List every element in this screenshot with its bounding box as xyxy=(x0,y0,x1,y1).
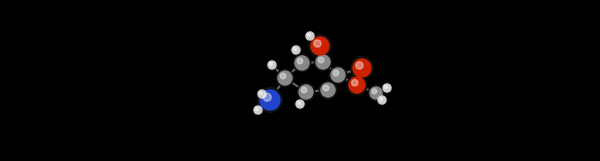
Circle shape xyxy=(379,97,382,100)
Circle shape xyxy=(278,71,292,85)
Circle shape xyxy=(295,56,309,70)
Circle shape xyxy=(333,70,339,76)
Circle shape xyxy=(276,69,294,87)
Circle shape xyxy=(318,57,324,63)
Circle shape xyxy=(292,46,300,54)
Circle shape xyxy=(316,55,330,69)
Circle shape xyxy=(269,62,272,66)
Circle shape xyxy=(349,77,365,93)
Circle shape xyxy=(257,89,267,99)
Circle shape xyxy=(257,87,283,113)
Circle shape xyxy=(260,90,280,110)
Circle shape xyxy=(356,62,363,69)
Circle shape xyxy=(323,85,329,91)
Circle shape xyxy=(314,53,332,71)
Circle shape xyxy=(253,105,263,115)
Circle shape xyxy=(306,32,314,40)
Circle shape xyxy=(384,85,388,89)
Circle shape xyxy=(377,95,387,105)
Circle shape xyxy=(329,66,347,84)
Circle shape xyxy=(267,60,277,70)
Circle shape xyxy=(280,73,286,79)
Circle shape xyxy=(331,68,345,82)
Circle shape xyxy=(307,33,310,37)
Circle shape xyxy=(293,47,296,51)
Circle shape xyxy=(368,85,383,100)
Circle shape xyxy=(311,37,329,55)
Circle shape xyxy=(301,87,307,93)
Circle shape xyxy=(291,45,301,55)
Circle shape xyxy=(372,89,377,94)
Circle shape xyxy=(296,100,304,108)
Circle shape xyxy=(259,91,262,95)
Circle shape xyxy=(305,31,315,41)
Circle shape xyxy=(314,40,321,47)
Circle shape xyxy=(383,84,391,92)
Circle shape xyxy=(293,54,311,72)
Circle shape xyxy=(321,83,335,97)
Circle shape xyxy=(309,35,331,57)
Circle shape xyxy=(352,80,358,86)
Circle shape xyxy=(297,101,301,104)
Circle shape xyxy=(297,58,303,64)
Circle shape xyxy=(370,87,382,99)
Circle shape xyxy=(255,107,259,110)
Circle shape xyxy=(378,96,386,104)
Circle shape xyxy=(268,61,276,69)
Circle shape xyxy=(263,93,271,101)
Circle shape xyxy=(297,83,315,101)
Circle shape xyxy=(382,83,392,93)
Circle shape xyxy=(299,85,313,99)
Circle shape xyxy=(295,99,305,109)
Circle shape xyxy=(347,75,367,95)
Circle shape xyxy=(258,90,266,98)
Circle shape xyxy=(319,81,337,99)
Circle shape xyxy=(254,106,262,114)
Circle shape xyxy=(351,57,373,79)
Circle shape xyxy=(353,59,371,77)
